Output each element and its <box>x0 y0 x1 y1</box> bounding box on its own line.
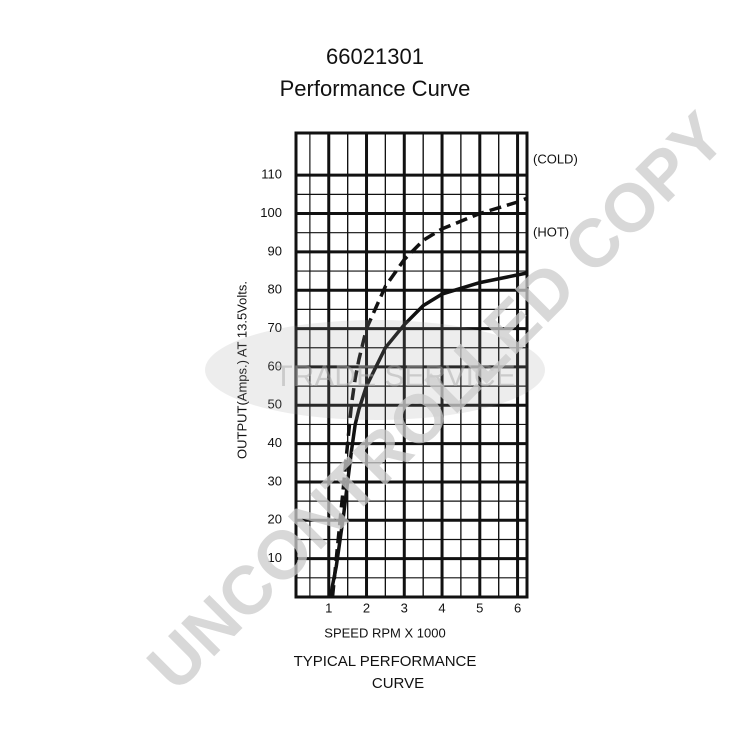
legend-label: (COLD) <box>533 152 578 167</box>
y-tick-label: 110 <box>261 167 282 182</box>
x-tick-label: 3 <box>401 600 408 615</box>
chart-title: 66021301 <box>326 44 424 69</box>
plot-frame <box>294 131 529 599</box>
watermark-badge <box>205 320 545 420</box>
caption: CURVE <box>372 675 424 692</box>
legend-label: (HOT) <box>533 224 569 239</box>
y-tick-label: 70 <box>268 320 282 335</box>
series-line <box>328 271 528 598</box>
plot: 10 20 30 40 50 60 70 80 90 100 110 1 2 3 4 5 6 (COLD) (HOT… <box>260 131 578 615</box>
y-tick-label: 30 <box>268 473 282 488</box>
x-tick-label: 4 <box>438 600 445 615</box>
y-tick-label: 10 <box>268 550 282 565</box>
x-tick-label: 5 <box>476 600 483 615</box>
x-tick-label: 6 <box>514 600 521 615</box>
watermark: TRADE SERVICE <box>274 360 515 393</box>
y-tick-label: 50 <box>268 397 282 412</box>
x-tick-label: 2 <box>363 600 370 615</box>
y-tick-label: 90 <box>268 243 282 258</box>
y-tick-label: 40 <box>268 435 282 450</box>
y-tick-label: 60 <box>268 358 282 373</box>
watermark: UNCONTROLLED COPY <box>133 98 740 705</box>
y-tick-label: 20 <box>268 512 282 527</box>
series-line <box>330 196 528 598</box>
caption: TYPICAL PERFORMANCE <box>294 653 477 670</box>
chart-subtitle: Performance Curve <box>280 76 471 101</box>
y-axis-title: OUTPUT(Amps.) AT 13.5Volts. <box>234 281 249 459</box>
y-tick-label: 100 <box>260 205 282 220</box>
x-tick-label: 1 <box>325 600 332 615</box>
x-axis-title: SPEED RPM X 1000 <box>324 625 445 640</box>
y-tick-label: 80 <box>268 282 282 297</box>
